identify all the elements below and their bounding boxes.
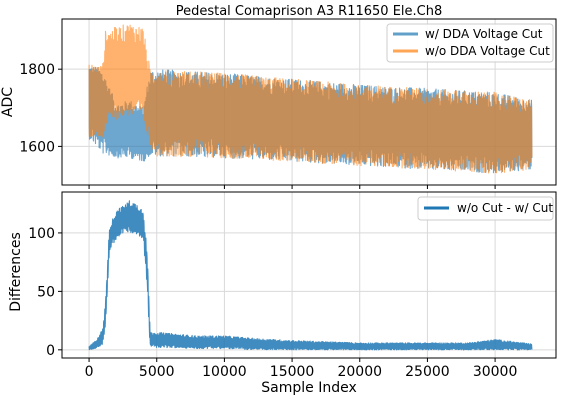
x-axis-label: Sample Index xyxy=(261,380,356,396)
bottom-y-tick-label: 50 xyxy=(37,284,55,300)
legend-label-diff: w/o Cut - w/ Cut xyxy=(457,201,553,215)
top-axes-frame xyxy=(61,18,557,186)
bottom-series-line-1 xyxy=(88,200,533,351)
top-legend: w/ DDA Voltage Cut w/o DDA Voltage Cut xyxy=(386,23,554,63)
top-series-layer xyxy=(88,24,533,174)
x-tick-label: 10000 xyxy=(202,364,247,380)
bottom-y-tick-label: 0 xyxy=(46,343,55,359)
bottom-legend: w/o Cut - w/ Cut xyxy=(417,196,554,221)
bottom-y-tick-label: 100 xyxy=(28,226,55,242)
bottom-series-layer xyxy=(88,200,533,351)
x-tick-label: 5000 xyxy=(139,364,175,380)
x-tick-label: 0 xyxy=(85,364,94,380)
legend-label-wo-cut: w/o DDA Voltage Cut xyxy=(425,44,550,58)
top-y-tick-label: 1800 xyxy=(19,62,55,78)
top-subplot: Pedestal Comaprison A3 R11650 Ele.Ch8 16… xyxy=(0,4,557,189)
bottom-legend-box xyxy=(417,196,554,221)
x-tick-label: 25000 xyxy=(405,364,450,380)
bottom-y-axis-label: Differences xyxy=(8,232,24,311)
top-series-line-2 xyxy=(88,24,533,174)
legend-label-w-cut: w/ DDA Voltage Cut xyxy=(425,27,543,41)
top-y-tick-label: 1600 xyxy=(19,139,55,155)
bottom-axes-frame xyxy=(61,191,557,359)
bottom-ticks: 0 5000 10000 15000 20000 25000 30000 0 50 100 xyxy=(28,226,517,380)
top-ticks: 1600 1800 xyxy=(19,62,496,189)
top-legend-box xyxy=(386,23,554,63)
top-y-axis-label: ADC xyxy=(0,87,16,117)
bottom-subplot: 0 5000 10000 15000 20000 25000 30000 0 50 100 Dif… xyxy=(8,191,557,396)
x-tick-label: 30000 xyxy=(473,364,518,380)
x-tick-label: 15000 xyxy=(270,364,315,380)
chart-title: Pedestal Comaprison A3 R11650 Ele.Ch8 xyxy=(176,4,443,19)
x-tick-label: 20000 xyxy=(337,364,382,380)
